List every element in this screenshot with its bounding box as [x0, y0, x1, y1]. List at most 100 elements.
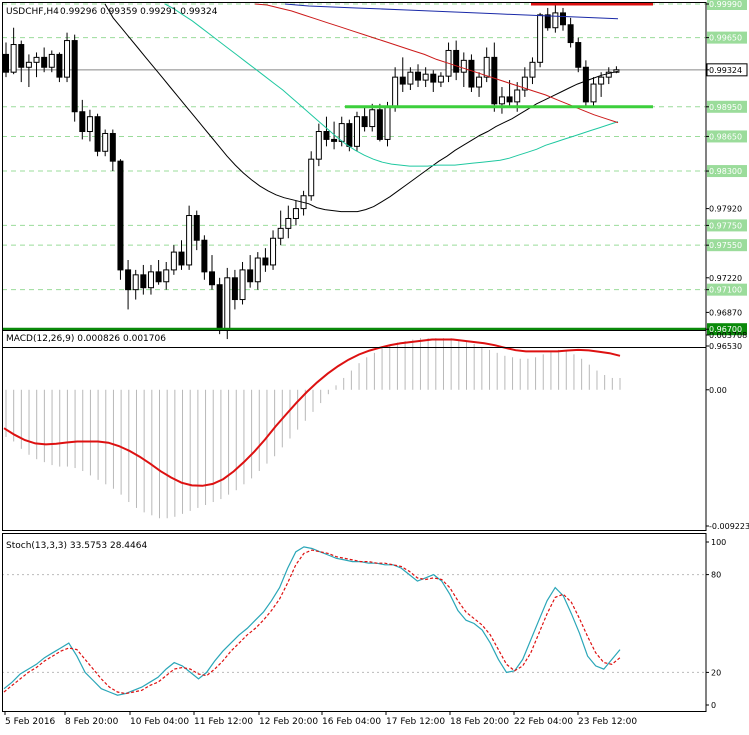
price-tick-label: 0.99990 [709, 0, 742, 9]
price-axis-label: 0.98950 [706, 100, 747, 113]
macd-tick-label: 0.003708 [709, 331, 747, 340]
price-tick-label: 0.97550 [709, 241, 742, 250]
price-label-box [707, 323, 747, 336]
price-candle [376, 103, 383, 142]
candle-body [33, 56, 40, 63]
price-panel-frame [2, 2, 707, 348]
price-candle [247, 255, 254, 288]
panel-frames [2, 2, 707, 712]
price-axis-label: 0.99324 [706, 63, 748, 77]
price-candle [323, 116, 330, 147]
price-candle [132, 269, 139, 300]
chart-ohlc-label: 0.99296 0.99359 0.99291 0.99324 [60, 7, 218, 17]
candle-body [483, 56, 490, 78]
price-candle [33, 52, 40, 78]
price-candle [102, 129, 109, 157]
price-candle [567, 17, 574, 48]
price-candle [201, 235, 208, 280]
candle-body [605, 71, 612, 78]
chart-symbol-label: USDCHF,H4 [6, 7, 59, 17]
price-tick-label: 0.98300 [709, 167, 742, 176]
candle-body [315, 131, 322, 160]
price-candle [285, 205, 292, 239]
price-axis: 0.99990 0.99650 0.99324 0.98950 0.98650 0.983… [706, 0, 749, 710]
price-candle [186, 205, 193, 270]
candle-body [86, 116, 93, 133]
price-label-box [707, 219, 747, 232]
price-candle [437, 72, 444, 88]
moving-average-slow-red [254, 3, 619, 124]
candle-body [331, 138, 338, 142]
price-candle [239, 261, 246, 305]
candle-body [453, 49, 460, 73]
candle-body [308, 158, 315, 197]
candle-body [361, 116, 368, 128]
price-label-box [707, 239, 747, 252]
price-axis-label: 0.98300 [706, 165, 747, 178]
price-tick-label: 0.98650 [709, 132, 742, 141]
candle-body [491, 56, 498, 105]
candle-body [544, 14, 551, 29]
candle-body [216, 284, 223, 330]
candle-body [506, 96, 513, 103]
price-candle [582, 60, 589, 107]
candle-body [254, 257, 261, 283]
price-candle [331, 121, 338, 150]
candle-body [407, 71, 414, 85]
price-axis-label: 0.96700 [706, 323, 747, 336]
candle-body [247, 269, 254, 283]
price-tick-label: 0.99324 [709, 66, 742, 75]
horizontal-levels [2, 2, 706, 331]
time-tick-label: 5 Feb 2016 [5, 717, 56, 727]
candle-body [64, 40, 71, 78]
macd-signal-line [3, 338, 621, 487]
price-candle [231, 269, 238, 310]
price-candle [109, 129, 116, 172]
candle-body [209, 271, 216, 286]
candle-body [41, 56, 48, 68]
candle-body [277, 227, 284, 239]
price-candle [18, 40, 25, 83]
macd-title: MACD(12,26,9) 0.000826 0.001706 [6, 334, 166, 344]
price-candle [270, 230, 277, 270]
candle-body [476, 76, 483, 88]
price-candle [178, 240, 185, 270]
macd-tick-label: -0.009223 [709, 522, 749, 531]
candle-body [224, 277, 231, 330]
candle-body [186, 215, 193, 266]
price-candle [41, 47, 48, 73]
candle-body [323, 131, 330, 140]
moving-average-medium [164, 3, 619, 167]
candle-body [613, 69, 620, 73]
price-candle [94, 113, 101, 157]
candle-body [125, 269, 132, 291]
price-label-box [707, 165, 747, 178]
time-tick-label: 10 Feb 04:00 [130, 717, 189, 727]
macd-panel [3, 338, 621, 519]
price-candle [79, 99, 86, 140]
price-candle [86, 109, 93, 142]
price-candles [3, 4, 620, 340]
candle-body [590, 83, 597, 103]
price-candle [48, 50, 55, 73]
candle-body [415, 71, 422, 81]
price-axis-label: 0.98650 [706, 130, 747, 143]
price-candle [399, 57, 406, 92]
price-candle [598, 72, 605, 97]
price-candle [147, 264, 154, 295]
time-tick-label: 22 Feb 04:00 [514, 717, 573, 727]
price-candle [552, 4, 559, 33]
candle-body [552, 12, 559, 29]
price-label-box [707, 0, 747, 10]
price-tick-label: 0.97100 [709, 286, 742, 295]
candle-body [392, 76, 399, 108]
candle-body [147, 271, 154, 289]
price-tick-label: 0.96870 [709, 308, 742, 317]
candle-body [521, 76, 528, 91]
price-axis-label: 0.97220 [706, 274, 742, 283]
price-candle [64, 32, 71, 83]
price-axis-label: 0.97920 [706, 205, 742, 214]
candle-body [529, 61, 536, 78]
candle-body [399, 76, 406, 85]
